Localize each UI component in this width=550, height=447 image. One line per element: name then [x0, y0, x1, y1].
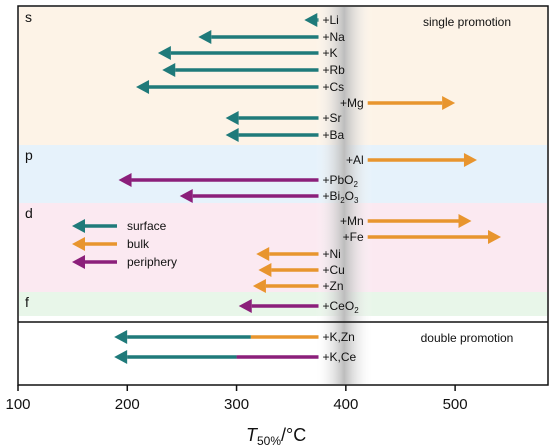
row-label-fe: +Fe: [343, 230, 364, 244]
legend-bulk: bulk: [72, 237, 150, 251]
center-band-rect: [315, 7, 374, 384]
x-tick-label-200: 200: [115, 396, 140, 413]
legend-periphery: periphery: [72, 255, 177, 269]
legend-label-surface: surface: [127, 219, 167, 233]
arrow-rb: [162, 63, 319, 77]
annotations: single promotion double promotion: [421, 15, 514, 345]
row-label-kce: +K,Ce: [323, 350, 357, 364]
legend-label-bulk: bulk: [127, 237, 150, 251]
x-tick-label-100: 100: [5, 396, 30, 413]
arrow-pbo2: [118, 173, 319, 187]
x-axis-title: T50%/°C: [246, 425, 306, 447]
x-tick-label-300: 300: [224, 396, 249, 413]
group-label-d: d: [25, 205, 33, 221]
row-label-kzn: +K,Zn: [323, 330, 355, 344]
arrow-li: [304, 13, 319, 27]
plot-frame: [17, 5, 549, 386]
arrow-zn: [252, 279, 319, 293]
arrow-mn: [367, 214, 472, 228]
frame-rect: [17, 5, 549, 386]
single-promotion-note: single promotion: [423, 15, 511, 29]
arrow-fe: [367, 230, 502, 244]
row-labels: +Li +Na +K +Rb +Cs +Mg+Sr +Ba+Al +PbO2+Bi2O3 +Mn…: [323, 13, 364, 364]
arrows: [114, 13, 502, 364]
group-bands: [19, 7, 547, 316]
legend: surface bulk periphery: [72, 219, 177, 269]
arrow-cs: [136, 80, 319, 94]
row-label-ba: +Ba: [323, 128, 345, 142]
x-tick-label-500: 500: [443, 396, 468, 413]
arrow-al: [367, 153, 477, 167]
group-label-p: p: [25, 147, 33, 163]
group-label-f: f: [25, 294, 29, 310]
row-label-cs: +Cs: [323, 80, 345, 94]
arrow-kzn-seg1: [114, 330, 251, 344]
arrow-ceo2: [238, 299, 319, 313]
band-d: [19, 203, 547, 292]
double-promotion-note: double promotion: [421, 331, 514, 345]
row-label-pbo2: +PbO2: [323, 173, 359, 189]
arrow-na: [198, 30, 319, 44]
group-labels: s p d f: [25, 9, 33, 310]
row-label-mg: +Mg: [340, 96, 364, 110]
row-label-zn: +Zn: [323, 279, 344, 293]
row-label-li: +Li: [323, 13, 339, 27]
x-tick-label-400: 400: [333, 396, 358, 413]
arrow-sr: [225, 111, 319, 125]
x-axis: 100 200 300 400 500 T50%/°C: [5, 385, 468, 447]
row-label-cu: +Cu: [323, 263, 345, 277]
arrow-ni: [256, 247, 319, 261]
arrow-k: [157, 46, 319, 60]
arrow-ba: [225, 128, 319, 142]
row-label-ni: +Ni: [323, 247, 341, 261]
arrow-kce-seg1: [114, 350, 237, 364]
row-label-al: +Al: [346, 153, 364, 167]
group-label-s: s: [25, 9, 32, 25]
arrow-cu: [258, 263, 319, 277]
legend-surface: surface: [72, 219, 167, 233]
center-band: [315, 7, 374, 384]
row-label-rb: +Rb: [323, 63, 346, 77]
legend-label-periphery: periphery: [127, 255, 177, 269]
row-label-ceo2: +CeO2: [323, 299, 360, 315]
row-label-mn: +Mn: [340, 214, 364, 228]
band-f: [19, 292, 547, 316]
arrow-mg: [367, 96, 456, 110]
row-label-na: +Na: [323, 30, 346, 44]
row-label-sr: +Sr: [323, 111, 342, 125]
row-label-bi2o3: +Bi2O3: [323, 189, 359, 205]
band-p: [19, 145, 547, 203]
band-s: [19, 7, 547, 145]
row-label-k: +K: [323, 46, 338, 60]
arrow-bi2o3: [179, 189, 319, 203]
